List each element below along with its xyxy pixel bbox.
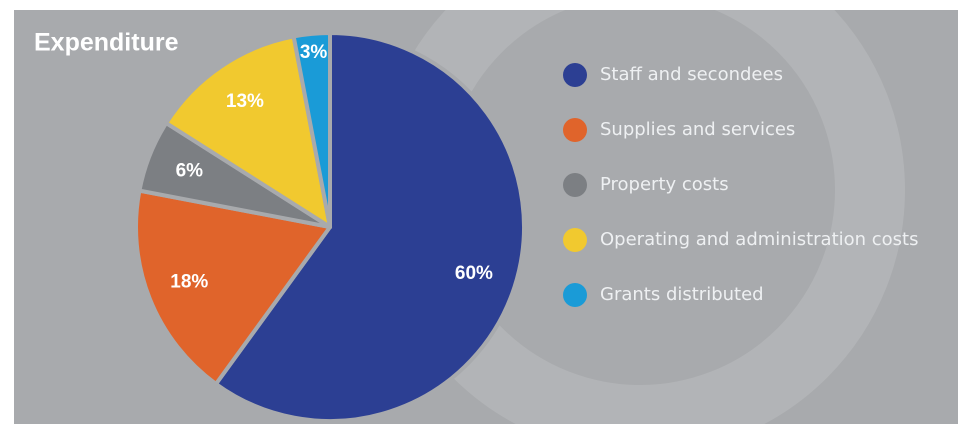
legend-label: Grants distributed xyxy=(600,284,764,305)
data-label: 13% xyxy=(226,91,264,112)
legend-label: Staff and secondees xyxy=(600,64,783,85)
chart-title: Expenditure xyxy=(34,29,179,57)
legend-label: Supplies and services xyxy=(600,119,795,140)
legend-label: Operating and administration costs xyxy=(600,229,919,250)
legend-swatch xyxy=(563,63,587,87)
pie-slice xyxy=(291,31,332,229)
data-label: 3% xyxy=(300,42,328,63)
pie-slice xyxy=(213,31,526,423)
legend-label: Property costs xyxy=(600,174,729,195)
legend-swatch xyxy=(563,228,587,252)
legend-swatch xyxy=(563,173,587,197)
pie-slice xyxy=(164,34,332,229)
data-label: 6% xyxy=(176,160,204,181)
data-label: 60% xyxy=(455,263,493,284)
pie-slice xyxy=(134,188,332,386)
legend-swatch xyxy=(563,118,587,142)
data-label: 18% xyxy=(170,272,208,293)
legend-swatch xyxy=(563,283,587,307)
